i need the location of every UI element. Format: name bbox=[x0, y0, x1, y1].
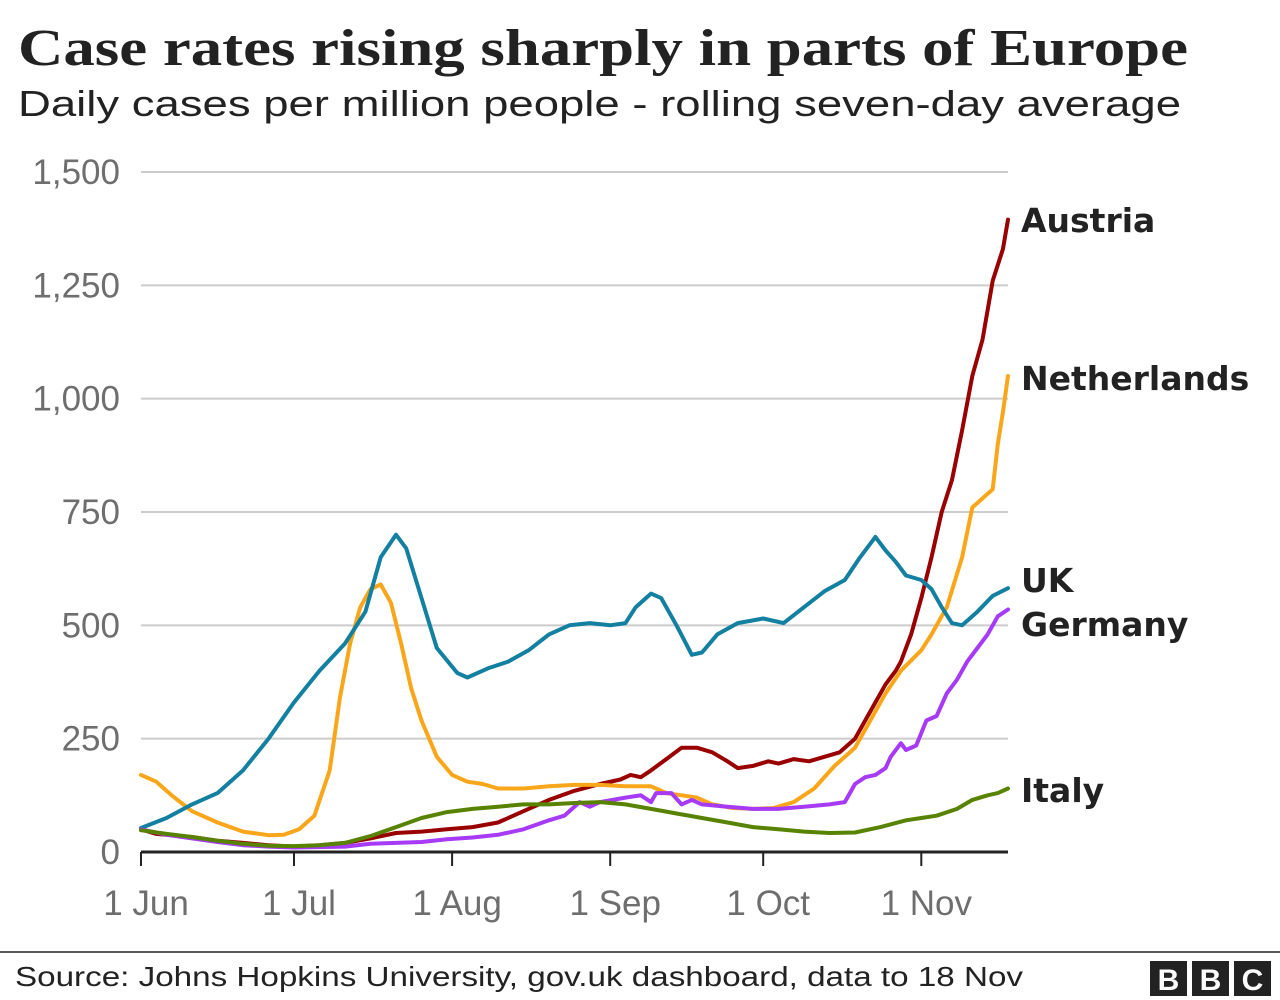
bbc-logo-block bbox=[1234, 961, 1271, 996]
y-tick-label: 250 bbox=[62, 720, 120, 759]
x-tick-label: 1 Sep bbox=[569, 884, 660, 923]
series-label-italy: Italy bbox=[1021, 771, 1104, 810]
series-label-austria: Austria bbox=[1021, 201, 1155, 240]
x-axis: 1 Jun 1 Jul 1 Aug 1 Sep 1 Oct 1 Nov bbox=[103, 850, 1008, 923]
x-tick-label: 1 Jun bbox=[103, 884, 189, 923]
series-label-netherlands: Netherlands bbox=[1021, 359, 1249, 398]
gridlines bbox=[141, 171, 1008, 740]
y-tick-label: 1,500 bbox=[32, 153, 120, 192]
y-axis: 0 250 500 750 1,000 1,250 1,500 bbox=[32, 153, 120, 872]
series-line-germany bbox=[139, 607, 1010, 850]
series-line-netherlands bbox=[139, 374, 1010, 838]
y-tick-label: 500 bbox=[62, 606, 120, 645]
x-tick-label: 1 Aug bbox=[412, 884, 502, 923]
chart-subtitle: Daily cases per million people - rolling… bbox=[18, 83, 1181, 124]
x-tick-label: 1 Nov bbox=[881, 884, 973, 923]
series-labels: Austria Netherlands UK Germany Italy bbox=[1021, 201, 1249, 810]
bbc-logo-letter: B bbox=[1200, 964, 1222, 997]
series-label-uk: UK bbox=[1021, 561, 1075, 600]
y-tick-label: 750 bbox=[62, 493, 120, 532]
source-note: Source: Johns Hopkins University, gov.uk… bbox=[15, 961, 1023, 992]
bbc-logo-letter: B bbox=[1158, 964, 1180, 997]
y-tick-label: 0 bbox=[101, 833, 120, 872]
series-lines bbox=[139, 217, 1010, 850]
y-tick-label: 1,000 bbox=[32, 380, 120, 419]
series-line-italy bbox=[139, 786, 1010, 849]
bbc-logo-block bbox=[1192, 961, 1229, 996]
x-tick-label: 1 Jul bbox=[262, 884, 336, 923]
series-label-germany: Germany bbox=[1021, 605, 1188, 644]
y-tick-label: 1,250 bbox=[32, 266, 120, 305]
bbc-logo-block bbox=[1150, 961, 1187, 996]
bbc-logo-letter: C bbox=[1242, 964, 1264, 997]
x-tick-label: 1 Oct bbox=[726, 884, 810, 923]
series-line-austria bbox=[139, 217, 1010, 849]
series-line-uk bbox=[139, 532, 1010, 830]
chart-title: Case rates rising sharply in parts of Eu… bbox=[18, 20, 1188, 77]
